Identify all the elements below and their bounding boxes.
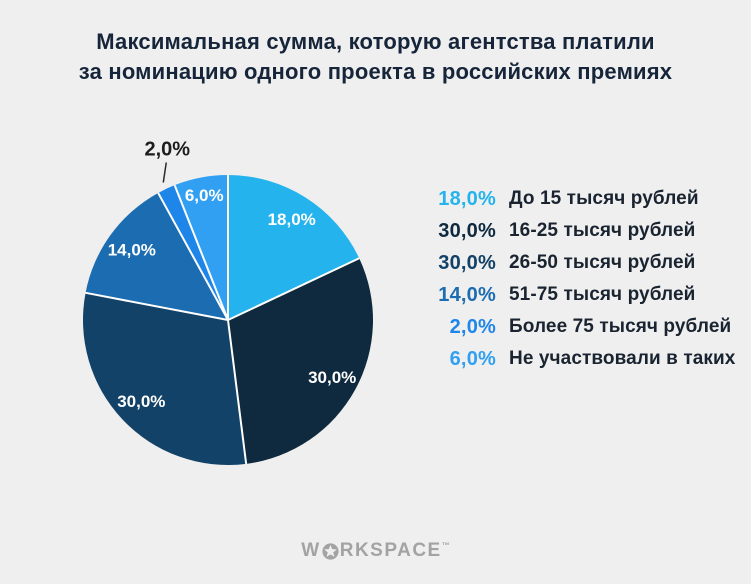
pie-label-inside: 6,0% bbox=[185, 186, 224, 205]
legend-value: 30,0% bbox=[438, 251, 496, 274]
pie-label-inside: 30,0% bbox=[308, 368, 356, 387]
pie-slice-2 bbox=[228, 258, 374, 464]
chart-title-line2: за номинацию одного проекта в российских… bbox=[78, 59, 673, 84]
legend-label: 16-25 тысяч рублей bbox=[509, 220, 696, 241]
slice-separator bbox=[85, 291, 229, 321]
legend-item: 2,0% Более 75 тысяч рублей bbox=[420, 311, 735, 343]
pie-slice-1 bbox=[228, 175, 360, 320]
legend: 18,0% До 15 тысяч рублей 30,0% 16-25 тыс… bbox=[420, 183, 735, 375]
slice-separator bbox=[157, 192, 229, 321]
pie-slice-3 bbox=[83, 292, 247, 466]
pie-label-inside: 18,0% bbox=[268, 210, 316, 229]
legend-value: 30,0% bbox=[438, 219, 496, 242]
logo-text-prefix: W bbox=[301, 540, 321, 561]
pie-label-outside: 2,0% bbox=[144, 140, 190, 160]
legend-value: 14,0% bbox=[438, 283, 496, 306]
legend-item: 18,0% До 15 тысяч рублей bbox=[420, 183, 735, 215]
pie-slice-4 bbox=[85, 192, 228, 320]
legend-item: 30,0% 26-50 тысяч рублей bbox=[420, 247, 735, 279]
star-circle-icon bbox=[322, 542, 339, 560]
logo-text-suffix: RKSPACE bbox=[339, 540, 442, 561]
legend-label: 51-75 тысяч рублей bbox=[509, 284, 696, 305]
legend-value: 6,0% bbox=[449, 347, 496, 370]
slice-separator bbox=[227, 319, 248, 464]
legend-item: 14,0% 51-75 тысяч рублей bbox=[420, 279, 735, 311]
legend-label: 26-50 тысяч рублей bbox=[509, 252, 696, 273]
star-icon bbox=[323, 544, 337, 557]
slice-separator bbox=[173, 184, 229, 321]
pie-chart: 18,0% 30,0% 30,0% 14,0% 2,0% 6,0% bbox=[83, 140, 374, 466]
pie-label-inside: 30,0% bbox=[117, 392, 165, 411]
workspace-logo: W RKSPACE ™ bbox=[0, 540, 751, 562]
chart-title-line1: Максимальная сумма, которую агентства пл… bbox=[96, 29, 655, 54]
callout-line bbox=[162, 162, 168, 183]
legend-label: Более 75 тысяч рублей bbox=[509, 316, 732, 337]
trademark-mark: ™ bbox=[441, 541, 450, 550]
slice-separator bbox=[227, 257, 360, 321]
legend-label: Не участвовали в таких bbox=[509, 348, 736, 369]
pie-label-inside: 14,0% bbox=[108, 241, 156, 260]
legend-item: 30,0% 16-25 тысяч рублей bbox=[420, 215, 735, 247]
chart-title: Максимальная сумма, которую агентства пл… bbox=[0, 27, 751, 87]
legend-label: До 15 тысяч рублей bbox=[509, 188, 699, 209]
legend-value: 2,0% bbox=[449, 315, 496, 338]
legend-value: 18,0% bbox=[438, 187, 496, 210]
legend-item: 6,0% Не участвовали в таких bbox=[420, 343, 736, 375]
